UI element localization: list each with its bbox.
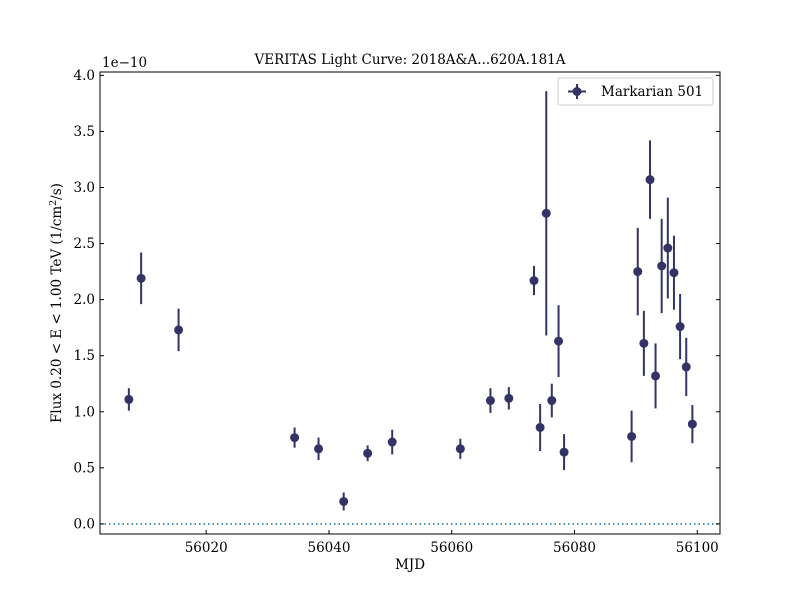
data-point bbox=[485, 396, 495, 406]
y-axis-label-superscript: 2 bbox=[48, 200, 59, 206]
y-axis-label: Flux 0.20 < E < 1.00 TeV (1/cm2/s) bbox=[48, 183, 65, 423]
data-point bbox=[290, 433, 300, 443]
data-point bbox=[651, 371, 661, 381]
x-tick-label: 56060 bbox=[430, 540, 473, 556]
y-axis-label-prefix: Flux 0.20 < E < 1.00 TeV (1/cm bbox=[49, 206, 65, 423]
x-tick-label: 56080 bbox=[553, 540, 596, 556]
chart-title: VERITAS Light Curve: 2018A&A...620A.181A bbox=[254, 52, 566, 68]
x-axis-label: MJD bbox=[395, 557, 425, 573]
data-point bbox=[363, 448, 373, 458]
series-markarian-501 bbox=[124, 91, 697, 511]
data-point bbox=[455, 444, 465, 454]
legend-label: Markarian 501 bbox=[601, 84, 703, 100]
x-tick-label: 56100 bbox=[676, 540, 719, 556]
data-point bbox=[627, 431, 637, 441]
data-point bbox=[559, 447, 569, 457]
data-point bbox=[535, 422, 545, 432]
data-point bbox=[174, 325, 184, 335]
data-point bbox=[547, 396, 557, 406]
y-tick-label: 2.0 bbox=[74, 292, 95, 308]
y-axis-label-suffix: /s) bbox=[49, 183, 65, 200]
data-point bbox=[124, 394, 134, 404]
data-point bbox=[657, 261, 667, 271]
data-point bbox=[554, 336, 564, 346]
y-tick-label: 3.5 bbox=[74, 124, 95, 140]
data-point bbox=[529, 276, 539, 286]
data-point bbox=[387, 437, 397, 447]
legend-frame bbox=[557, 77, 714, 106]
plot-frame bbox=[99, 71, 721, 535]
data-point bbox=[314, 444, 324, 454]
x-tick-label: 56040 bbox=[307, 540, 350, 556]
y-offset-label: 1e−10 bbox=[102, 55, 147, 71]
data-point bbox=[663, 243, 673, 253]
x-tick-label: 56020 bbox=[185, 540, 228, 556]
y-tick-label: 1.5 bbox=[74, 348, 95, 364]
data-point bbox=[541, 208, 551, 218]
y-tick-label: 0.0 bbox=[74, 516, 95, 532]
y-tick-label: 2.5 bbox=[74, 236, 95, 252]
y-tick-label: 0.5 bbox=[74, 460, 95, 476]
data-point bbox=[687, 419, 697, 429]
legend: Markarian 501 bbox=[557, 77, 714, 106]
data-point bbox=[669, 268, 679, 278]
data-point bbox=[675, 322, 685, 332]
data-point bbox=[339, 496, 349, 506]
data-point bbox=[504, 393, 514, 403]
plot-area bbox=[99, 71, 721, 535]
data-point bbox=[136, 273, 146, 283]
y-tick-label: 3.0 bbox=[74, 180, 95, 196]
data-point bbox=[645, 175, 655, 185]
y-tick-label: 4.0 bbox=[74, 68, 95, 84]
x-axis: 56020 56040 56060 56080 56100 bbox=[185, 530, 719, 556]
data-point bbox=[639, 338, 649, 348]
y-tick-label: 1.0 bbox=[74, 404, 95, 420]
y-axis: 0.0 0.5 1.0 1.5 2.0 2.5 3.0 3.5 4.0 bbox=[74, 68, 720, 532]
data-point bbox=[681, 362, 691, 372]
data-point bbox=[633, 267, 643, 277]
